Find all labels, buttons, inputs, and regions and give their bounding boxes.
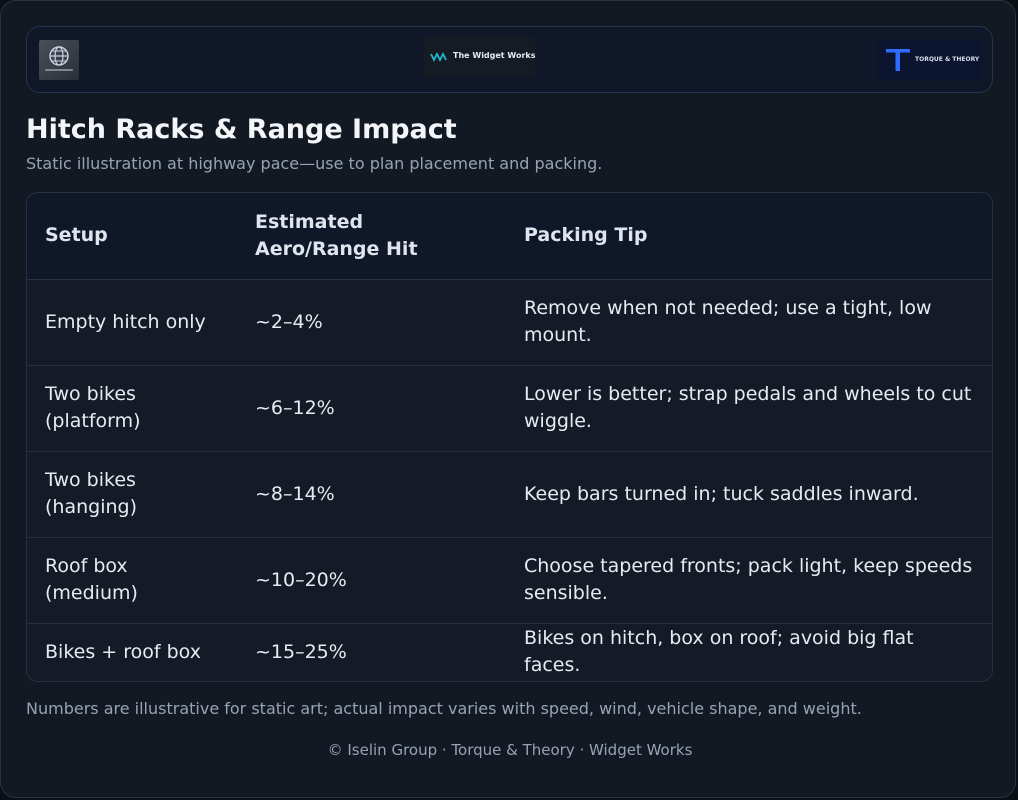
column-header-setup: Setup [45,224,108,247]
range-hit-cell: ~10–20% [255,568,347,591]
range-hit-cell: ~6–12% [255,396,335,419]
range-hit-cell: ~2–4% [255,310,323,333]
credits-line: © Iselin Group · Torque & Theory · Widge… [327,741,693,759]
table-row: Bikes + roof box ~15–25% Bikes on hitch,… [27,623,992,681]
logo-caption-mark [45,69,73,71]
setup-cell: Two bikes (platform) [45,383,141,432]
logo-bar: The Widget Works TORQUE & THEORY [26,26,993,93]
table-row: Empty hitch only ~2–4% Remove when not n… [27,279,992,365]
footnote: Numbers are illustrative for static art;… [26,699,862,718]
impact-table: Setup Estimated Aero/Range Hit Packing T… [26,192,993,682]
t-letter-icon [886,49,910,71]
packing-tip-cell: Lower is better; strap pedals and wheels… [524,383,972,432]
packing-tip-cell: Choose tapered fronts; pack light, keep … [524,555,973,604]
iselin-group-logo [39,40,79,80]
range-hit-cell: ~8–14% [255,482,335,505]
table-row: Roof box (medium) ~10–20% Choose tapered… [27,537,992,623]
range-hit-cell: ~15–25% [255,640,347,663]
torque-theory-logo-text: TORQUE & THEORY [915,56,980,63]
page-subtitle: Static illustration at highway pace—use … [26,154,603,173]
column-header-aero-range-hit: Estimated Aero/Range Hit [255,210,418,260]
wave-icon [430,52,447,62]
globe-icon [49,46,69,66]
setup-cell: Bikes + roof box [45,640,201,663]
widget-works-logo-text: The Widget Works [453,51,536,60]
table-row: Two bikes (hanging) ~8–14% Keep bars tur… [27,451,992,537]
torque-theory-logo: TORQUE & THEORY [878,40,982,80]
setup-cell: Empty hitch only [45,310,206,333]
page-title: Hitch Racks & Range Impact [26,114,457,145]
column-header-packing-tip: Packing Tip [524,224,648,247]
packing-tip-cell: Remove when not needed; use a tight, low… [524,297,932,346]
table-row: Two bikes (platform) ~6–12% Lower is bet… [27,365,992,451]
table-header-row: Setup Estimated Aero/Range Hit Packing T… [27,193,992,279]
widget-works-logo: The Widget Works [423,37,535,77]
setup-cell: Two bikes (hanging) [45,469,137,518]
packing-tip-cell: Bikes on hitch, box on roof; avoid big f… [524,627,914,677]
setup-cell: Roof box (medium) [45,555,138,604]
packing-tip-cell: Keep bars turned in; tuck saddles inward… [524,482,919,505]
